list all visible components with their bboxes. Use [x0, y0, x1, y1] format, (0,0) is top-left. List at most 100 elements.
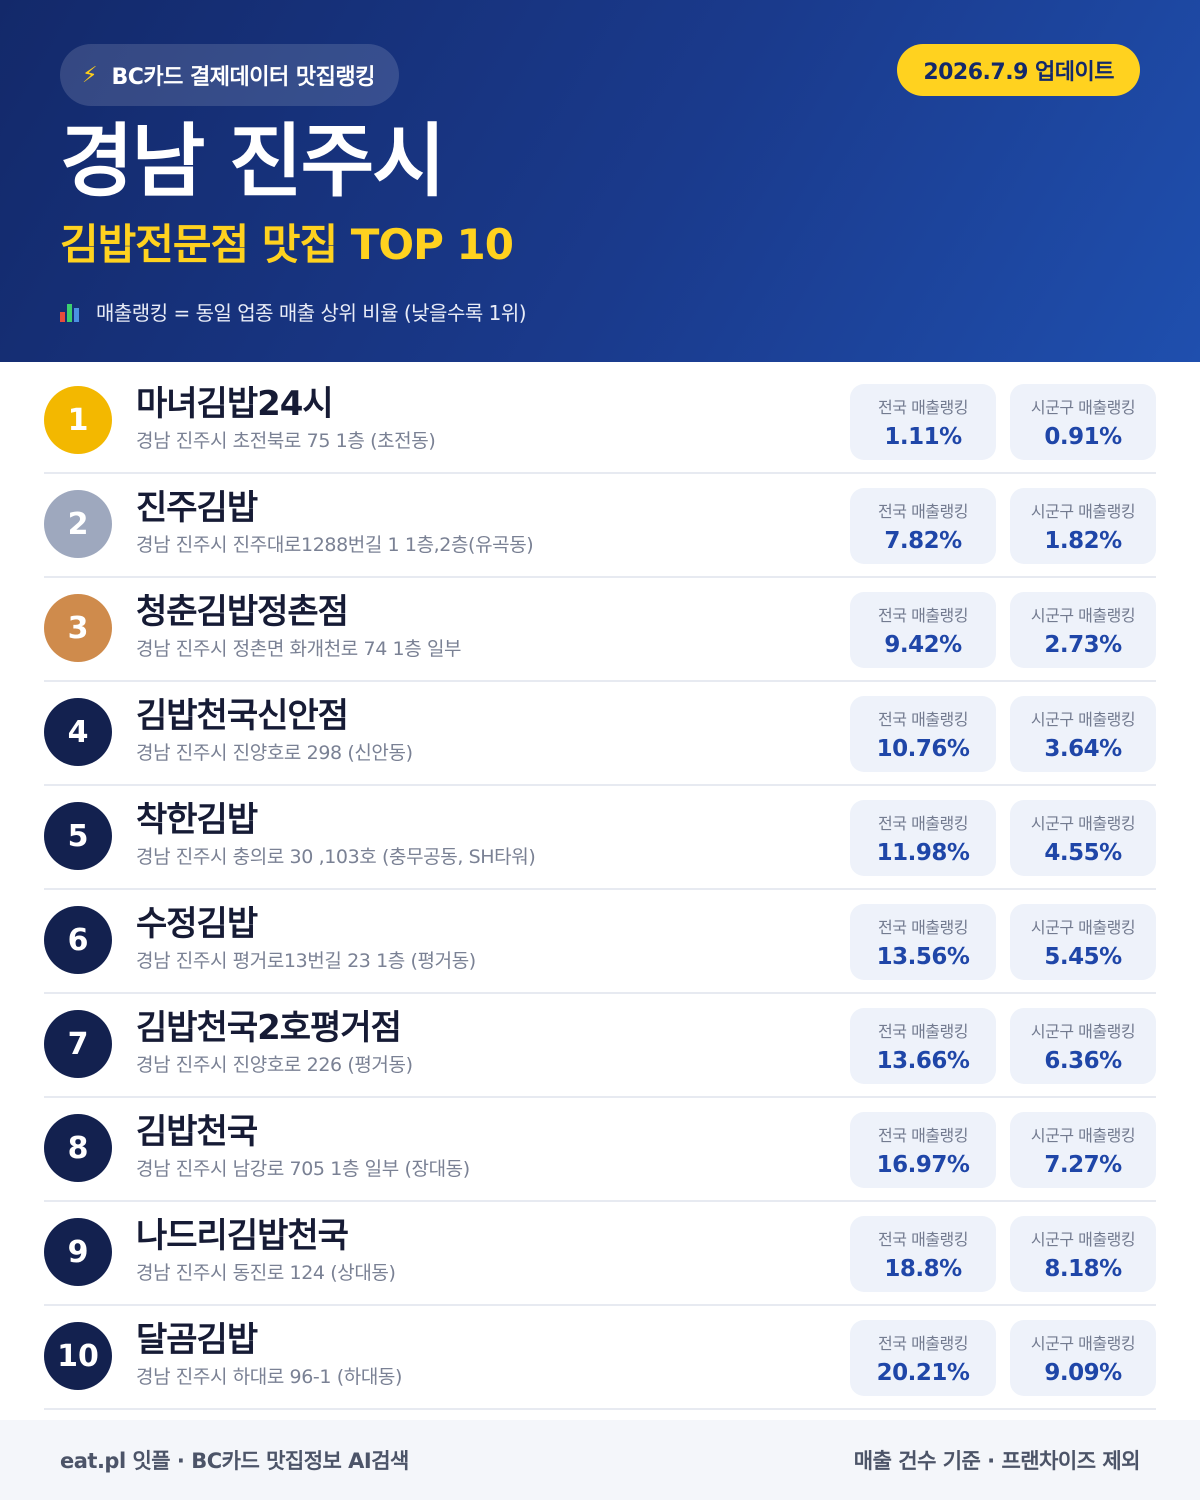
restaurant-name[interactable]: 김밥천국신안점 — [136, 696, 349, 736]
local-ranking-value: 8.18% — [1044, 1256, 1122, 1282]
local-ranking-label: 시군구 매출랭킹 — [1030, 918, 1136, 937]
restaurant-name[interactable]: 김밥천국2호평거점 — [136, 1008, 402, 1048]
page-subtitle: 김밥전문점 맛집 TOP 10 — [60, 220, 514, 269]
local-ranking-box: 시군구 매출랭킹 0.91% — [1010, 384, 1156, 460]
restaurant-address: 경남 진주시 동진로 124 (상대동) — [136, 1262, 396, 1284]
national-ranking-box: 전국 매출랭킹 1.11% — [850, 384, 996, 460]
national-ranking-label: 전국 매출랭킹 — [878, 1230, 968, 1249]
national-ranking-box: 전국 매출랭킹 11.98% — [850, 800, 996, 876]
national-ranking-value: 18.8% — [884, 1256, 962, 1282]
national-ranking-value: 16.97% — [876, 1152, 970, 1178]
national-ranking-box: 전국 매출랭킹 18.8% — [850, 1216, 996, 1292]
national-ranking-box: 전국 매출랭킹 13.56% — [850, 904, 996, 980]
legend-text: 매출랭킹 = 동일 업종 매출 상위 비율 (낮을수록 1위) — [96, 300, 527, 325]
national-ranking-label: 전국 매출랭킹 — [878, 1022, 968, 1041]
brand-pill: ⚡ BC카드 결제데이터 맛집랭킹 — [60, 44, 399, 106]
national-ranking-box: 전국 매출랭킹 13.66% — [850, 1008, 996, 1084]
footer: eat.pl 잇플 · BC카드 맛집정보 AI검색 매출 건수 기준 · 프랜… — [0, 1420, 1200, 1500]
rank-badge: 7 — [44, 1010, 112, 1078]
local-ranking-value: 1.82% — [1044, 528, 1122, 554]
footer-note: 매출 건수 기준 · 프랜차이즈 제외 — [853, 1449, 1141, 1473]
local-ranking-label: 시군구 매출랭킹 — [1030, 1022, 1136, 1041]
local-ranking-box: 시군구 매출랭킹 8.18% — [1010, 1216, 1156, 1292]
restaurant-address: 경남 진주시 충의로 30 ,103호 (충무공동, SH타워) — [136, 846, 536, 868]
local-ranking-label: 시군구 매출랭킹 — [1030, 502, 1136, 521]
page-title: 경남 진주시 — [60, 115, 446, 208]
lightning-icon: ⚡ — [82, 62, 98, 88]
restaurant-name[interactable]: 나드리김밥천국 — [136, 1216, 349, 1256]
national-ranking-label: 전국 매출랭킹 — [878, 814, 968, 833]
national-ranking-label: 전국 매출랭킹 — [878, 918, 968, 937]
restaurant-name[interactable]: 착한김밥 — [136, 800, 258, 840]
national-ranking-value: 7.82% — [884, 528, 962, 554]
rank-badge: 2 — [44, 490, 112, 558]
national-ranking-label: 전국 매출랭킹 — [878, 606, 968, 625]
list-item[interactable]: 10 달곰김밥 경남 진주시 하대로 96-1 (하대동) 전국 매출랭킹 20.21%… — [44, 1306, 1156, 1410]
local-ranking-box: 시군구 매출랭킹 2.73% — [1010, 592, 1156, 668]
footer-source: eat.pl 잇플 · BC카드 맛집정보 AI검색 — [60, 1449, 409, 1473]
local-ranking-label: 시군구 매출랭킹 — [1030, 710, 1136, 729]
rank-badge: 4 — [44, 698, 112, 766]
national-ranking-box: 전국 매출랭킹 16.97% — [850, 1112, 996, 1188]
local-ranking-label: 시군구 매출랭킹 — [1030, 1126, 1136, 1145]
restaurant-address: 경남 진주시 정촌면 화개천로 74 1층 일부 — [136, 638, 462, 660]
rank-badge: 5 — [44, 802, 112, 870]
national-ranking-label: 전국 매출랭킹 — [878, 710, 968, 729]
local-ranking-label: 시군구 매출랭킹 — [1030, 1334, 1136, 1353]
update-badge: 2026.7.9 업데이트 — [897, 44, 1140, 96]
national-ranking-value: 13.66% — [876, 1048, 970, 1074]
header-banner: ⚡ BC카드 결제데이터 맛집랭킹 2026.7.9 업데이트 경남 진주시 김… — [0, 0, 1200, 362]
local-ranking-value: 4.55% — [1044, 840, 1122, 866]
local-ranking-value: 6.36% — [1044, 1048, 1122, 1074]
national-ranking-value: 10.76% — [876, 736, 970, 762]
rank-badge: 1 — [44, 386, 112, 454]
restaurant-address: 경남 진주시 남강로 705 1층 일부 (장대동) — [136, 1158, 470, 1180]
national-ranking-value: 20.21% — [876, 1360, 970, 1386]
national-ranking-value: 13.56% — [876, 944, 970, 970]
local-ranking-label: 시군구 매출랭킹 — [1030, 398, 1136, 417]
rank-badge: 8 — [44, 1114, 112, 1182]
national-ranking-box: 전국 매출랭킹 7.82% — [850, 488, 996, 564]
national-ranking-box: 전국 매출랭킹 10.76% — [850, 696, 996, 772]
rank-badge: 6 — [44, 906, 112, 974]
local-ranking-box: 시군구 매출랭킹 4.55% — [1010, 800, 1156, 876]
local-ranking-label: 시군구 매출랭킹 — [1030, 1230, 1136, 1249]
local-ranking-value: 7.27% — [1044, 1152, 1122, 1178]
restaurant-address: 경남 진주시 진양호로 226 (평거동) — [136, 1054, 413, 1076]
ranking-list: 1 마녀김밥24시 경남 진주시 초전북로 75 1층 (초전동) 전국 매출랭킹 1.… — [44, 370, 1156, 1410]
restaurant-address: 경남 진주시 하대로 96-1 (하대동) — [136, 1366, 402, 1388]
restaurant-name[interactable]: 진주김밥 — [136, 488, 258, 528]
national-ranking-label: 전국 매출랭킹 — [878, 1126, 968, 1145]
restaurant-address: 경남 진주시 진주대로1288번길 1 1층,2층(유곡동) — [136, 534, 534, 556]
local-ranking-box: 시군구 매출랭킹 5.45% — [1010, 904, 1156, 980]
national-ranking-box: 전국 매출랭킹 9.42% — [850, 592, 996, 668]
restaurant-address: 경남 진주시 평거로13번길 23 1층 (평거동) — [136, 950, 476, 972]
national-ranking-value: 11.98% — [876, 840, 970, 866]
restaurant-name[interactable]: 수정김밥 — [136, 904, 258, 944]
restaurant-name[interactable]: 달곰김밥 — [136, 1320, 258, 1360]
local-ranking-label: 시군구 매출랭킹 — [1030, 814, 1136, 833]
restaurant-address: 경남 진주시 진양호로 298 (신안동) — [136, 742, 413, 764]
local-ranking-value: 9.09% — [1044, 1360, 1122, 1386]
local-ranking-value: 0.91% — [1044, 424, 1122, 450]
restaurant-name[interactable]: 마녀김밥24시 — [136, 384, 334, 424]
list-item[interactable]: 9 나드리김밥천국 경남 진주시 동진로 124 (상대동) 전국 매출랭킹 18.8%… — [44, 1202, 1156, 1306]
restaurant-name[interactable]: 청춘김밥정촌점 — [136, 592, 349, 632]
local-ranking-box: 시군구 매출랭킹 6.36% — [1010, 1008, 1156, 1084]
restaurant-name[interactable]: 김밥천국 — [136, 1112, 258, 1152]
brand-label: BC카드 결제데이터 맛집랭킹 — [111, 65, 375, 90]
restaurant-address: 경남 진주시 초전북로 75 1층 (초전동) — [136, 430, 436, 452]
local-ranking-box: 시군구 매출랭킹 1.82% — [1010, 488, 1156, 564]
national-ranking-label: 전국 매출랭킹 — [878, 502, 968, 521]
national-ranking-box: 전국 매출랭킹 20.21% — [850, 1320, 996, 1396]
local-ranking-value: 5.45% — [1044, 944, 1122, 970]
rank-badge: 3 — [44, 594, 112, 662]
